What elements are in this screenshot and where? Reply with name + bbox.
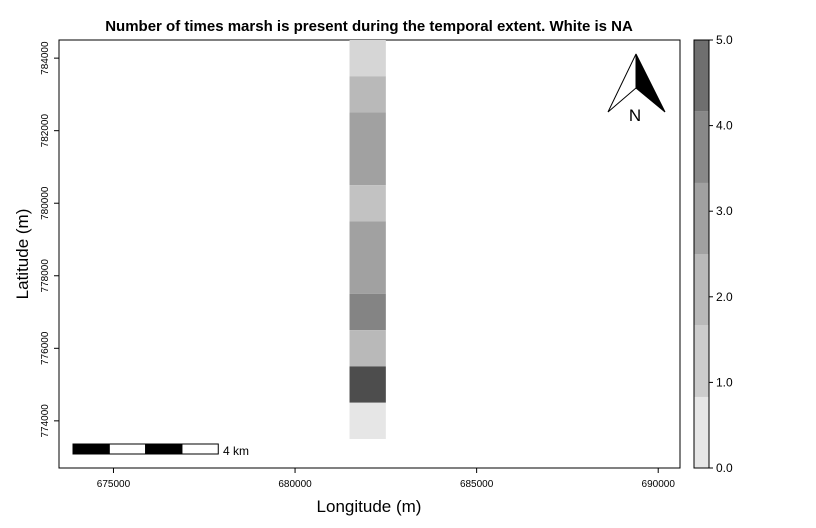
- legend-swatch: [694, 182, 709, 254]
- y-tick-label: 774000: [40, 404, 51, 438]
- color-legend: 0.0 1.0 2.0 3.0 4.0 5.0: [693, 33, 733, 475]
- legend-frame: [693, 39, 710, 469]
- x-axis-label: Longitude (m): [317, 497, 422, 516]
- scale-bar-segment: [145, 443, 183, 455]
- y-tick-label: 780000: [40, 186, 51, 220]
- raster-cell: [349, 40, 386, 77]
- legend-tick-label: 2.0: [716, 290, 733, 304]
- x-tick-label: 690000: [642, 479, 676, 490]
- raster-cell: [349, 293, 386, 331]
- x-tick-label: 680000: [278, 479, 312, 490]
- legend-tick-label: 3.0: [716, 204, 733, 218]
- legend-swatch: [694, 325, 709, 397]
- raster-cell: [349, 76, 386, 113]
- scale-bar-segment: [72, 443, 110, 455]
- x-tick-label: 685000: [460, 479, 494, 490]
- raster-cell: [349, 185, 386, 222]
- y-tick-label: 784000: [40, 41, 51, 75]
- north-arrow-icon: [607, 53, 666, 113]
- y-axis: 774000 776000 778000 780000 782000 784000: [40, 41, 59, 438]
- legend-swatch: [694, 111, 709, 183]
- raster-cell: [349, 402, 386, 439]
- scale-bar-label: 4 km: [223, 444, 249, 458]
- y-tick-label: 782000: [40, 114, 51, 148]
- legend-tick-label: 4.0: [716, 119, 733, 133]
- raster-cell: [349, 366, 386, 403]
- legend-swatch: [694, 396, 709, 468]
- north-arrow-label: N: [629, 106, 641, 125]
- legend-tick-label: 5.0: [716, 33, 733, 47]
- raster-cells: [349, 40, 386, 439]
- raster-cell: [349, 221, 386, 294]
- legend-tick-label: 0.0: [716, 461, 733, 475]
- x-axis: 675000 680000 685000 690000: [97, 468, 676, 490]
- legend-swatch: [694, 40, 709, 112]
- legend-tick-label: 1.0: [716, 375, 733, 389]
- scale-bar-segment: [181, 443, 219, 455]
- scale-bar-segment: [108, 443, 147, 455]
- raster-cell: [349, 330, 386, 367]
- plot-title: Number of times marsh is present during …: [105, 18, 633, 35]
- y-tick-label: 776000: [40, 331, 51, 365]
- x-tick-label: 675000: [97, 479, 131, 490]
- legend-swatch: [694, 254, 709, 326]
- y-axis-label: Latitude (m): [13, 209, 32, 300]
- raster-cell: [349, 112, 386, 186]
- y-tick-label: 778000: [40, 259, 51, 293]
- scale-bar: [72, 443, 219, 455]
